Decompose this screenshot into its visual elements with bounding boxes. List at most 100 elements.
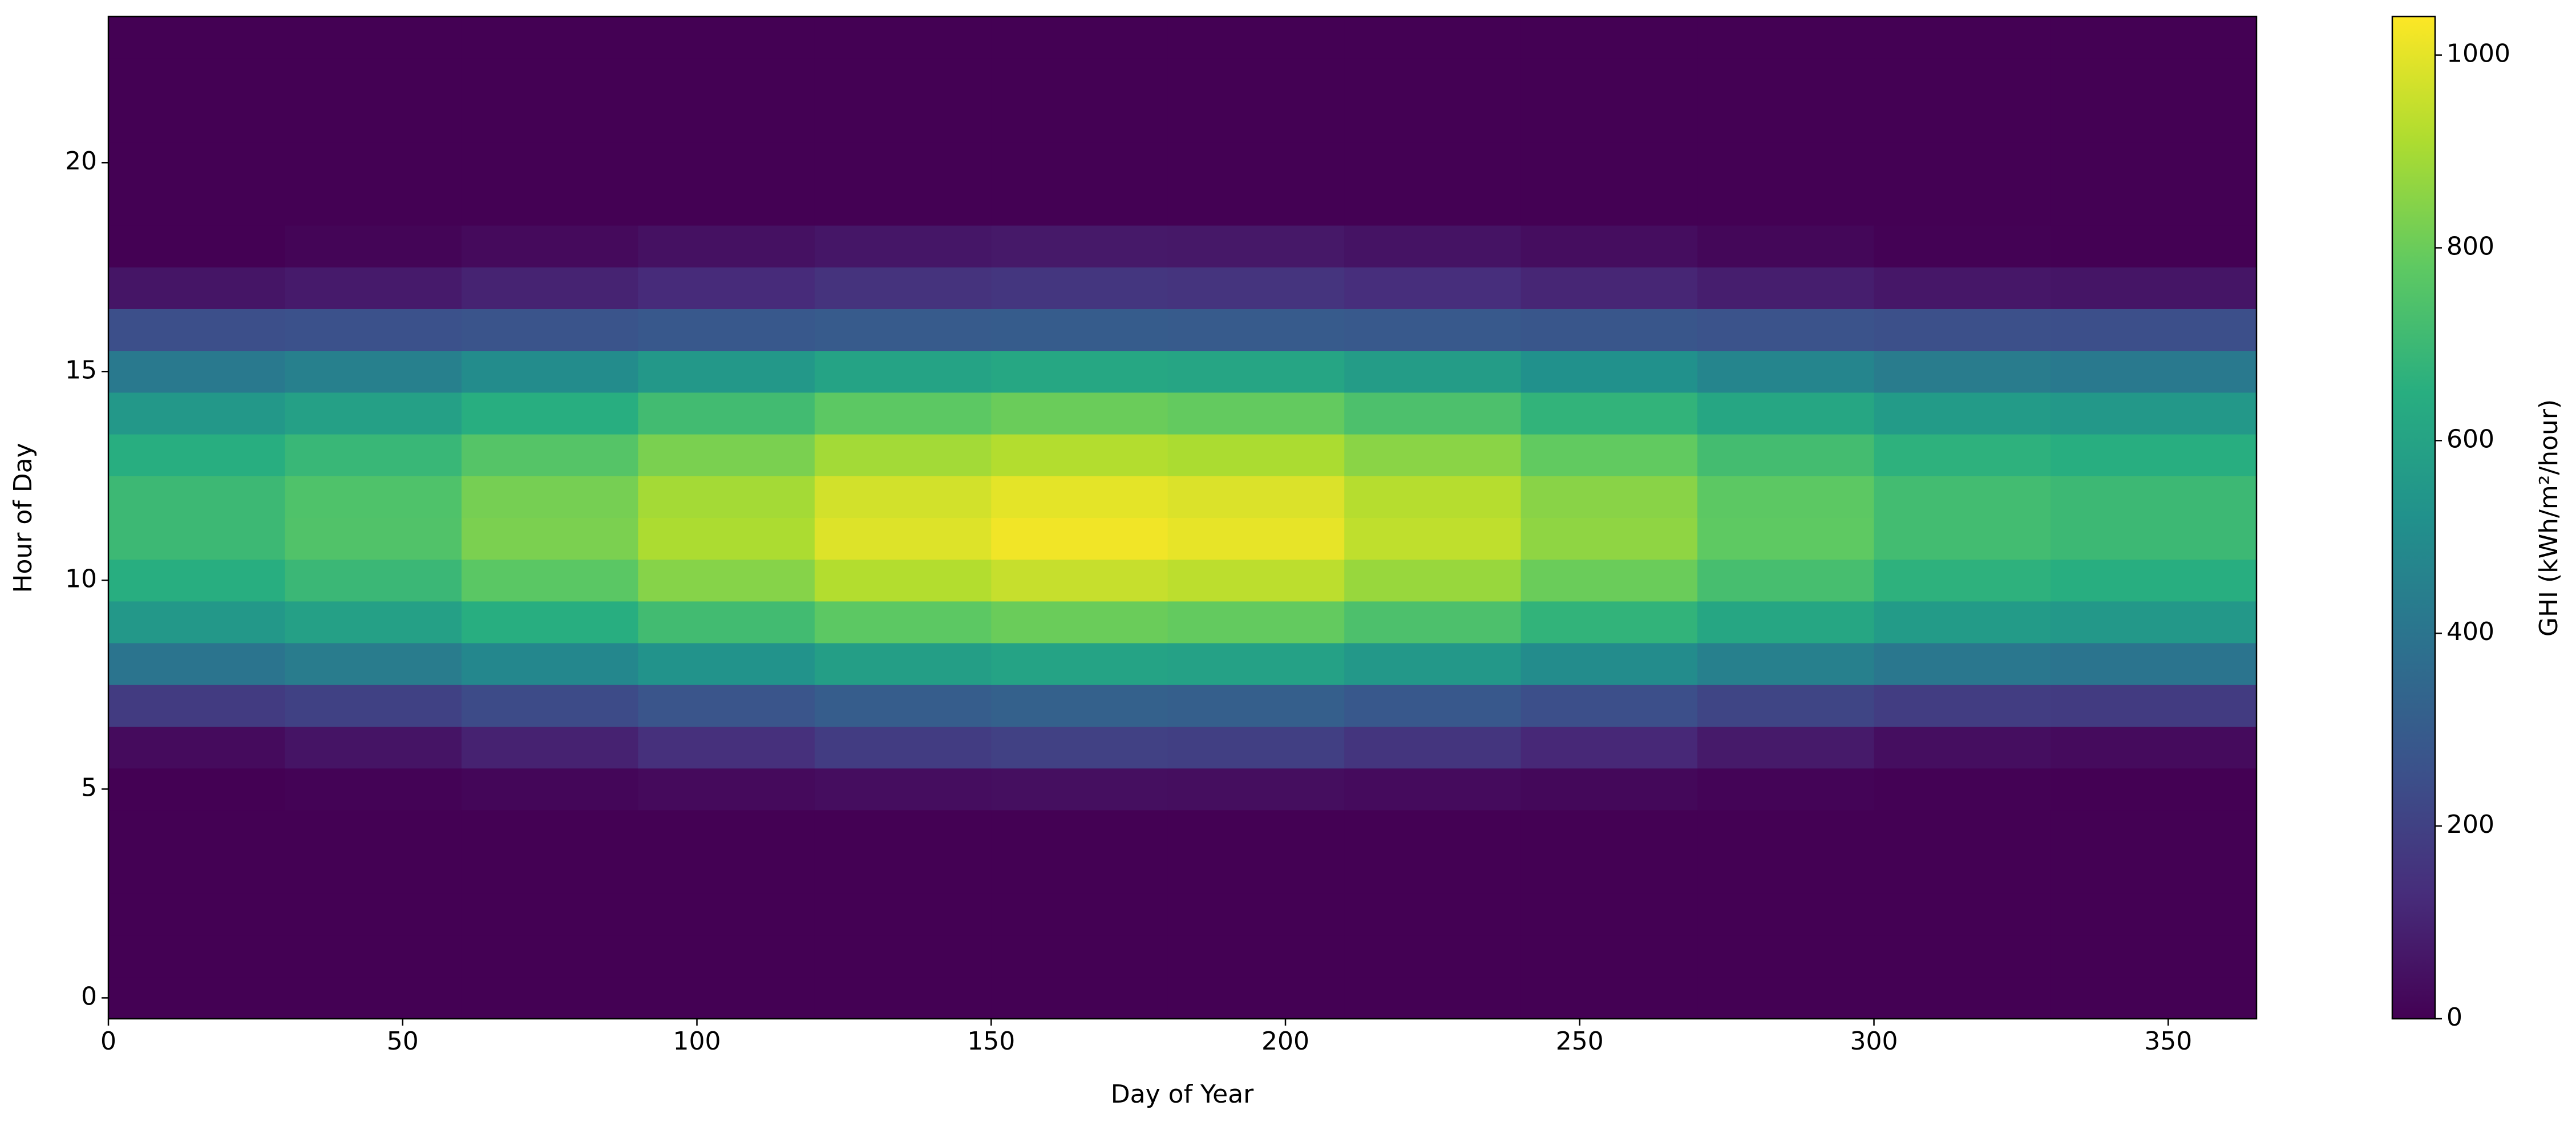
heatmap-cell <box>991 17 1168 59</box>
heatmap-cell <box>108 183 285 226</box>
heatmap-cell <box>285 684 462 727</box>
heatmap-cell <box>1167 476 1345 518</box>
heatmap-cell <box>2227 392 2257 435</box>
heatmap-cell <box>2227 141 2257 184</box>
heatmap-cell <box>1874 726 2051 769</box>
heatmap-cell <box>2050 17 2227 59</box>
heatmap-cell <box>108 977 285 1019</box>
heatmap-cell <box>1874 476 2051 518</box>
heatmap-cell <box>1520 434 1698 476</box>
heatmap-cell <box>461 935 638 978</box>
heatmap-cell <box>1520 768 1698 811</box>
heatmap-cell <box>1344 935 1522 978</box>
heatmap-cell <box>108 225 285 268</box>
heatmap-cell <box>1344 684 1522 727</box>
heatmap-cell <box>2050 893 2227 936</box>
heatmap-cell <box>1697 643 1875 685</box>
y-axis-label: Hour of Day <box>9 443 38 593</box>
heatmap-cell <box>461 726 638 769</box>
heatmap-cell <box>814 267 992 309</box>
heatmap-cell <box>2227 559 2257 602</box>
heatmap-cell <box>991 350 1168 393</box>
heatmap-cell <box>1520 684 1698 727</box>
heatmap-cell <box>108 17 285 59</box>
heatmap-cell <box>991 517 1168 560</box>
x-tick-label: 50 <box>387 1027 419 1056</box>
colorbar-label: GHI (kWh/m²/hour) <box>2534 399 2563 637</box>
heatmap-cell <box>461 809 638 852</box>
heatmap-cell <box>1520 852 1698 894</box>
heatmap-cell <box>2227 309 2257 351</box>
heatmap-cell <box>1167 684 1345 727</box>
heatmap-cell <box>2050 977 2227 1019</box>
heatmap-cell <box>1874 893 2051 936</box>
heatmap-cell <box>2050 392 2227 435</box>
heatmap-cell <box>1344 17 1522 59</box>
heatmap-cell <box>2050 58 2227 100</box>
heatmap-cell <box>108 141 285 184</box>
heatmap-cell <box>1520 517 1698 560</box>
heatmap-cell <box>1167 517 1345 560</box>
x-tick-label: 350 <box>2144 1027 2192 1056</box>
heatmap-cell <box>108 58 285 100</box>
heatmap-cell <box>108 684 285 727</box>
heatmap-cell <box>108 601 285 643</box>
heatmap-cell <box>1697 476 1875 518</box>
heatmap-cell <box>1167 768 1345 811</box>
heatmap-cell <box>1520 183 1698 226</box>
heatmap-cell <box>461 225 638 268</box>
heatmap-cell <box>1167 601 1345 643</box>
heatmap-cell <box>814 684 992 727</box>
heatmap-cell <box>814 309 992 351</box>
plot-frame <box>107 15 2258 1020</box>
heatmap-cell <box>1697 893 1875 936</box>
heatmap-cell <box>638 267 815 309</box>
colorbar <box>2391 15 2436 1020</box>
heatmap-cell <box>1344 434 1522 476</box>
heatmap-cell <box>108 768 285 811</box>
heatmap-cell <box>814 977 992 1019</box>
heatmap-cell <box>638 309 815 351</box>
heatmap-cell <box>814 350 992 393</box>
heatmap-cell <box>108 350 285 393</box>
heatmap-cell <box>1344 225 1522 268</box>
heatmap-cell <box>1167 392 1345 435</box>
heatmap-cell <box>1167 977 1345 1019</box>
heatmap-cell <box>991 434 1168 476</box>
heatmap-cell <box>1874 183 2051 226</box>
heatmap-cell <box>285 183 462 226</box>
heatmap-cell <box>1344 392 1522 435</box>
heatmap-cell <box>285 141 462 184</box>
heatmap-cell <box>1167 809 1345 852</box>
heatmap-cell <box>1874 517 2051 560</box>
heatmap-cell <box>2050 809 2227 852</box>
x-tick-label: 0 <box>100 1027 116 1056</box>
heatmap-cell <box>1874 935 2051 978</box>
heatmap-cell <box>2050 768 2227 811</box>
heatmap-cell <box>1167 141 1345 184</box>
heatmap-cell <box>1697 392 1875 435</box>
heatmap-cell <box>285 350 462 393</box>
heatmap-cell <box>461 643 638 685</box>
heatmap-cell <box>1697 684 1875 727</box>
heatmap-cell <box>814 726 992 769</box>
heatmap-cell <box>814 852 992 894</box>
heatmap-cell <box>1167 183 1345 226</box>
heatmap-cell <box>638 893 815 936</box>
heatmap-cell <box>285 225 462 268</box>
heatmap-cell <box>1520 350 1698 393</box>
heatmap-cell <box>2050 601 2227 643</box>
heatmap-cell <box>1344 58 1522 100</box>
heatmap-cell <box>1874 141 2051 184</box>
heatmap-cell <box>2227 350 2257 393</box>
heatmap-cell <box>1874 225 2051 268</box>
heatmap-cell <box>285 392 462 435</box>
heatmap-cell <box>285 100 462 143</box>
heatmap-cell <box>2050 267 2227 309</box>
heatmap-cell <box>461 852 638 894</box>
heatmap-cell <box>638 852 815 894</box>
heatmap-cell <box>108 893 285 936</box>
heatmap-cell <box>991 977 1168 1019</box>
heatmap-cell <box>1874 267 2051 309</box>
heatmap-cell <box>638 58 815 100</box>
